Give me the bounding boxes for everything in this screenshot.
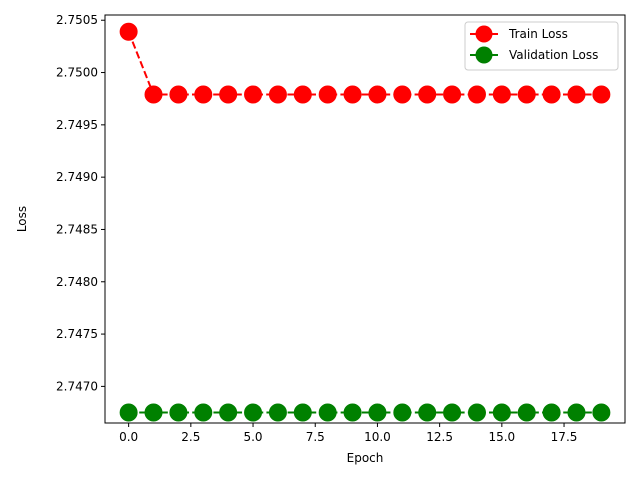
data-point: [343, 403, 362, 422]
data-point: [194, 85, 213, 104]
data-point: [567, 85, 586, 104]
data-point: [467, 85, 486, 104]
legend-swatch-marker: [475, 46, 493, 64]
data-point: [443, 85, 462, 104]
plot-frame: [104, 14, 626, 424]
x-axis-label: Epoch: [347, 451, 384, 465]
y-tick-label: 2.7495: [56, 118, 98, 132]
legend-swatch-marker: [475, 25, 493, 43]
data-point: [293, 85, 312, 104]
data-point: [393, 403, 412, 422]
data-point: [119, 22, 138, 41]
x-axis-ticks: 0.0 2.5 5.0 7.5 10.0 12.5 15.0 17.5: [119, 423, 577, 444]
data-point: [418, 85, 437, 104]
data-point: [169, 85, 188, 104]
y-tick-label: 2.7490: [56, 170, 98, 184]
data-point: [169, 403, 188, 422]
data-point: [144, 403, 163, 422]
series-train-loss: [119, 22, 611, 104]
data-point: [418, 403, 437, 422]
series-validation-loss: [119, 403, 611, 422]
legend-entry: Validation Loss: [470, 46, 598, 64]
data-point: [467, 403, 486, 422]
data-point: [318, 85, 337, 104]
x-tick-label: 7.5: [306, 430, 325, 444]
y-tick-label: 2.7500: [56, 66, 98, 80]
data-point: [567, 403, 586, 422]
data-point: [268, 85, 287, 104]
legend-entry: Train Loss: [470, 25, 568, 43]
data-point: [293, 403, 312, 422]
data-point: [244, 85, 263, 104]
data-point: [343, 85, 362, 104]
data-point: [268, 403, 287, 422]
y-tick-label: 2.7470: [56, 379, 98, 393]
data-point: [517, 85, 536, 104]
data-point: [542, 403, 561, 422]
data-point: [318, 403, 337, 422]
y-axis-label: Loss: [15, 206, 29, 232]
x-tick-label: 10.0: [364, 430, 391, 444]
x-tick-label: 2.5: [181, 430, 200, 444]
x-tick-label: 0.0: [119, 430, 138, 444]
legend-label: Train Loss: [508, 27, 568, 41]
legend-label: Validation Loss: [509, 48, 598, 62]
data-point: [492, 403, 511, 422]
data-point: [368, 403, 387, 422]
legend-entries: Train Loss Validation Loss: [470, 25, 598, 64]
x-tick-label: 12.5: [426, 430, 453, 444]
data-point: [393, 85, 412, 104]
data-point: [517, 403, 536, 422]
data-point: [194, 403, 213, 422]
y-tick-label: 2.7505: [56, 13, 98, 27]
y-tick-label: 2.7480: [56, 275, 98, 289]
data-point: [219, 85, 238, 104]
data-point: [144, 85, 163, 104]
x-tick-label: 17.5: [551, 430, 578, 444]
data-point: [542, 85, 561, 104]
x-tick-label: 15.0: [488, 430, 515, 444]
legend: Train Loss Validation Loss: [464, 21, 619, 71]
plot-area: [105, 15, 625, 423]
data-point: [592, 85, 611, 104]
data-point: [443, 403, 462, 422]
data-point: [368, 85, 387, 104]
y-tick-label: 2.7485: [56, 222, 98, 236]
data-point: [219, 403, 238, 422]
series-layer: [119, 22, 611, 422]
legend-box: [464, 21, 619, 71]
data-point: [119, 403, 138, 422]
y-axis-ticks: 2.7470 2.7475 2.7480 2.7485 2.7490 2.7495 2.75…: [56, 13, 105, 393]
data-point: [492, 85, 511, 104]
data-point: [244, 403, 263, 422]
x-tick-label: 5.0: [243, 430, 262, 444]
data-point: [592, 403, 611, 422]
y-tick-label: 2.7475: [56, 327, 98, 341]
